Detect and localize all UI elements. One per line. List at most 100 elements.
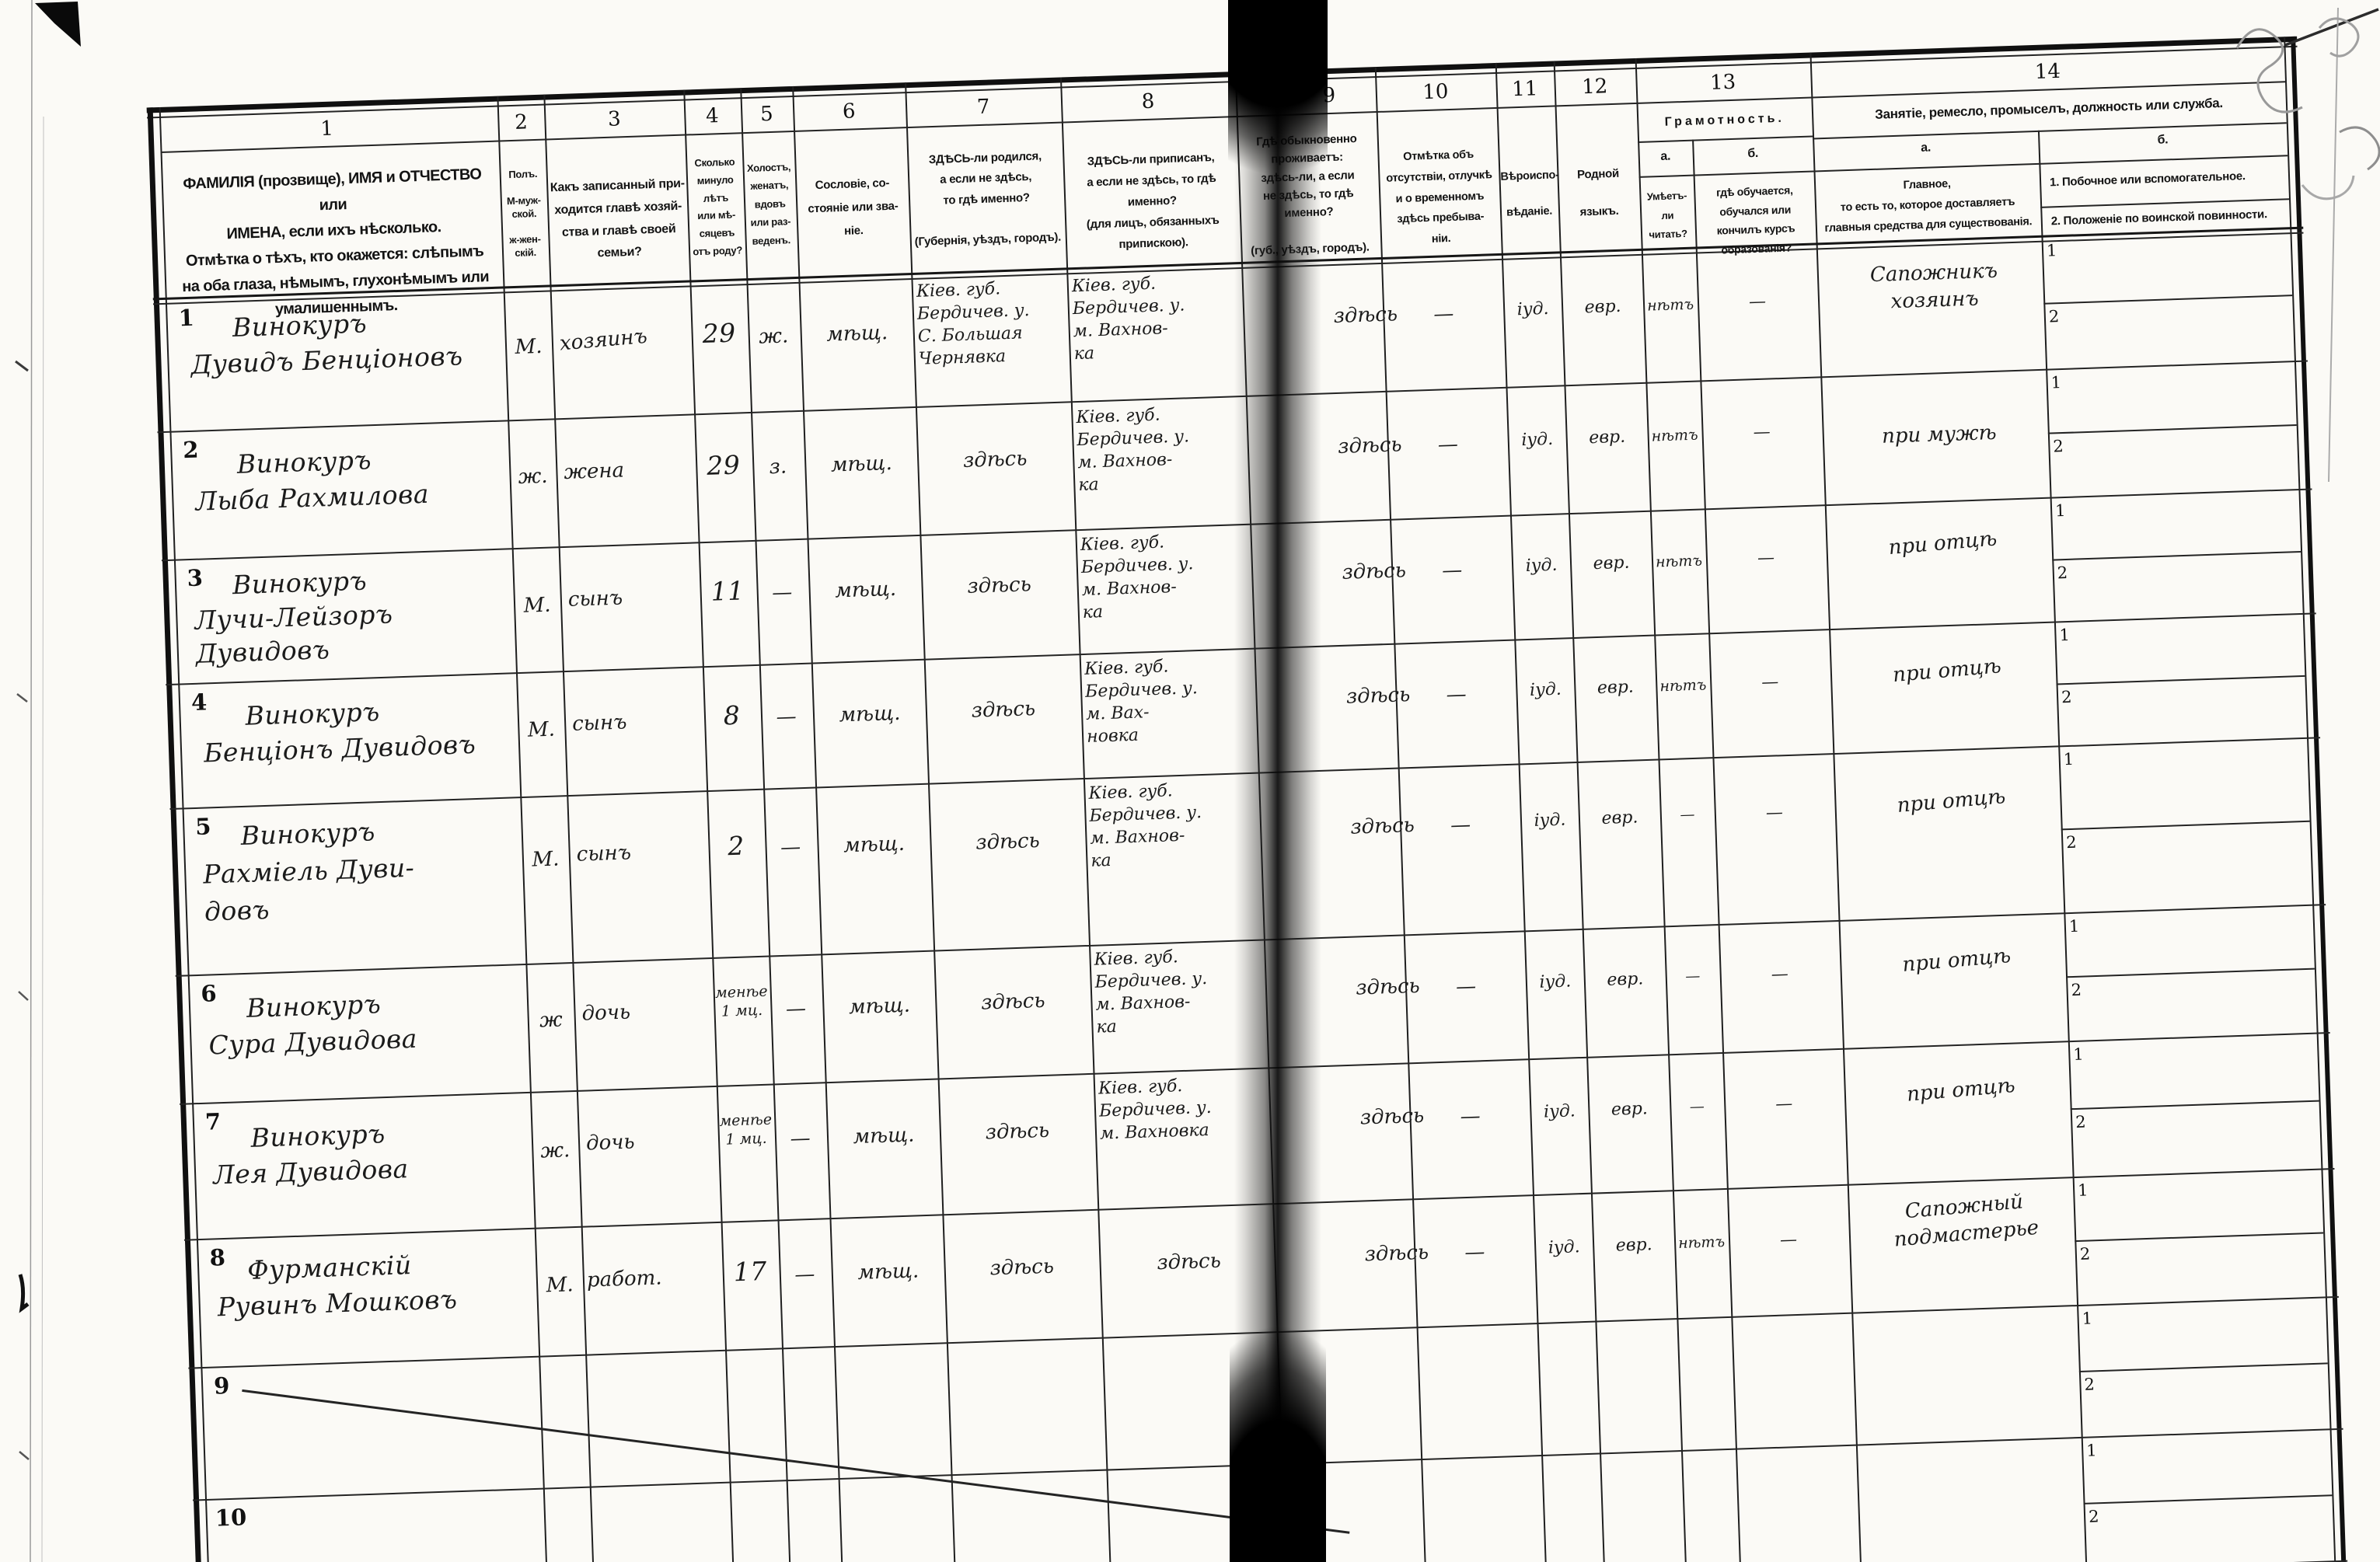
col10-number: 10 — [1422, 80, 1449, 105]
grid-line-v — [740, 88, 794, 1562]
row3-estate: мѣщ. — [834, 577, 897, 603]
row6-language: евр. — [1607, 969, 1644, 990]
row4-age: 8 — [723, 699, 741, 731]
row5-language: евр. — [1601, 807, 1638, 828]
grid-line-v — [543, 94, 598, 1562]
col8-number: 8 — [1141, 89, 1155, 114]
row2-education: — — [1753, 422, 1771, 443]
row4-occupation: при отцѣ — [1891, 654, 2002, 688]
row2-marital: з. — [769, 455, 787, 479]
row7-estate: мѣщ. — [853, 1123, 915, 1149]
row3-absence: — — [1441, 558, 1463, 583]
row1-sub1-label: 1 — [2046, 241, 2057, 260]
row7-sex: ж. — [539, 1138, 571, 1163]
row2-registered: Кіев. губ. Бердичев. у. м. Вахнов- ка — [1076, 405, 1190, 496]
row8-language: евр. — [1615, 1235, 1653, 1256]
row8-sex: М. — [546, 1273, 574, 1298]
row3-sub1-label: 1 — [2054, 500, 2066, 521]
col7-number: 7 — [976, 95, 990, 120]
occupation-a-header: Главное, то есть то, которое доставляетъ… — [1824, 177, 2033, 235]
row2-name: Винокуръ Лыба Рахмилова — [194, 445, 430, 517]
row1-sex: М. — [515, 334, 543, 359]
row4-language: евр. — [1597, 677, 1635, 699]
row2-age: 29 — [706, 449, 741, 481]
row3-relation: сынъ — [567, 586, 623, 612]
row4-religion: іуд. — [1529, 679, 1562, 700]
row2-estate: мѣщ. — [830, 451, 893, 477]
sub-row-divider — [2075, 1232, 2324, 1242]
row6-occupation: при отцѣ — [1901, 944, 2012, 977]
row8-sub2-label: 2 — [2079, 1244, 2091, 1264]
corner-ink-wedge — [35, 2, 81, 47]
row8-occupation: Сапожный подмастерье — [1893, 1190, 2040, 1252]
row1-registered: Кіев. губ. Бердичев. у. м. Вахнов- ка — [1071, 274, 1185, 364]
row5-occupation: при отцѣ — [1896, 785, 2007, 818]
row4-name: Винокуръ Бенціонъ Дувидовъ — [203, 696, 476, 769]
row6-relation: дочь — [581, 1000, 631, 1026]
row7-birthplace: здѣсь — [985, 1118, 1050, 1145]
row2-birthplace: здѣсь — [962, 447, 1028, 472]
sub-row-divider — [2047, 424, 2297, 434]
sub-row-divider — [2061, 820, 2310, 830]
row1-education: — — [1748, 291, 1767, 312]
row3-religion: іуд. — [1525, 555, 1558, 577]
row5-age: 2 — [727, 830, 745, 862]
margin-mark — [19, 1451, 30, 1460]
row5-registered: Кіев. губ. Бердичев. у. м. Вахнов- ка — [1088, 781, 1202, 871]
row8-name: Фурманскій Рувинъ Мошковъ — [217, 1250, 459, 1323]
row3-sub2-label: 2 — [2057, 563, 2068, 583]
col4-header: Сколько минуло лѣтъ или мѣ- сяцевъ отъ р… — [693, 155, 743, 258]
row2-sex: ж. — [518, 464, 549, 489]
row2-can-read: нѣтъ — [1651, 426, 1699, 445]
row6-sex: ж — [539, 1008, 564, 1033]
margin-mark — [18, 991, 29, 1001]
sub-row-divider — [2066, 968, 2315, 978]
literacy-a-header: Умѣетъ- ли читать? — [1646, 189, 1688, 241]
row8-absence: — — [1464, 1240, 1485, 1265]
sub-row-divider — [2052, 550, 2301, 561]
literacy-sub-a-label: а. — [1660, 149, 1671, 163]
page-stack-edge — [2328, 7, 2339, 483]
col13-number: 13 — [1709, 70, 1736, 95]
col11-number: 11 — [1511, 77, 1538, 102]
row7-absence: — — [1460, 1104, 1481, 1129]
row6-estate: мѣщ. — [848, 993, 911, 1020]
margin-mark — [15, 360, 29, 372]
row6-marital: — — [785, 997, 807, 1021]
grammar-title-rule — [1638, 135, 1813, 143]
row1-marital: ж. — [758, 324, 789, 349]
row3-registered: Кіев. губ. Бердичев. у. м. Вахнов- ка — [1080, 532, 1194, 623]
row3-birthplace: здѣсь — [966, 573, 1032, 598]
col2-number: 2 — [514, 110, 529, 134]
col3-header: Какъ записанный при- ходится главѣ хозяй… — [550, 176, 686, 260]
row9-sub2-label: 2 — [2084, 1375, 2096, 1394]
row3-occupation: при отцѣ — [1887, 527, 1998, 560]
margin-mark — [16, 693, 28, 703]
row1-name: Винокуръ Дувидъ Бенціоновъ — [190, 308, 464, 381]
row10-number: 10 — [215, 1504, 247, 1532]
row2-absence: — — [1437, 432, 1459, 457]
row4-registered: Кіев. губ. Бердичев. у. м. Вах- новка — [1084, 657, 1199, 747]
row5-name: Винокуръ Рахміель Дуви- довъ — [202, 816, 415, 927]
row4-sub1-label: 1 — [2059, 625, 2071, 645]
col12-header: Родной языкъ. — [1576, 166, 1620, 219]
row2-relation: жена — [563, 458, 625, 484]
sub-row-divider — [2083, 1494, 2333, 1504]
col10-header: Отмѣтка объ отсутствіи, отлучкѣ и о врем… — [1386, 148, 1492, 246]
row5-marital: — — [780, 835, 801, 860]
row1-can-read: нѣтъ — [1646, 295, 1694, 315]
row2-religion: іуд. — [1520, 429, 1554, 451]
row3-marital: — — [771, 581, 793, 605]
col1-number: 1 — [319, 117, 334, 141]
col2-header: Полъ. М-муж- ской. ж-жен- скій. — [506, 167, 541, 260]
row3-name: Винокуръ Лучи-Лейзоръ Дувидовъ — [194, 565, 393, 669]
row8-estate: мѣщ. — [857, 1259, 920, 1285]
row2-sub2-label: 2 — [2053, 437, 2064, 456]
row1-language: евр. — [1584, 296, 1622, 318]
row8-relation: работ. — [586, 1266, 662, 1292]
row3-sex: М. — [523, 593, 552, 618]
row6-religion: іуд. — [1539, 971, 1572, 992]
col3-number: 3 — [607, 107, 622, 131]
literacy-sub-b-label: б. — [1747, 146, 1759, 161]
col7-header: ЗДѢСЬ-ли родился, а если не здѣсь, то гд… — [914, 149, 1062, 249]
